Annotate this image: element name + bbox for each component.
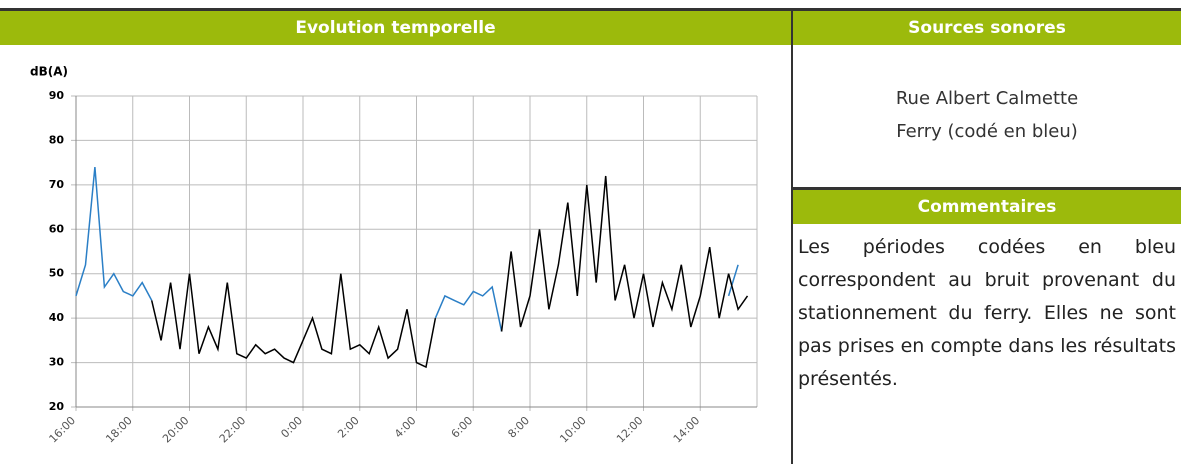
y-tick-label: 50 xyxy=(49,267,65,280)
y-tick-label: 30 xyxy=(49,356,65,369)
y-tick-label: 20 xyxy=(49,400,65,413)
x-tick-label: 6:00 xyxy=(449,414,476,441)
y-tick-label: 40 xyxy=(49,311,65,324)
y-tick-label: 80 xyxy=(49,133,65,146)
chart-header: Evolution temporelle xyxy=(0,8,791,45)
x-tick-label: 22:00 xyxy=(217,414,249,446)
sources-header: Sources sonores xyxy=(793,8,1181,45)
x-tick-label: 2:00 xyxy=(335,414,362,441)
x-tick-label: 4:00 xyxy=(392,414,419,441)
y-tick-label: 90 xyxy=(49,89,65,102)
y-axis-label: dB(A) xyxy=(30,65,68,79)
x-tick-label: 12:00 xyxy=(614,414,646,446)
comments-header: Commentaires xyxy=(793,187,1181,224)
y-tick-label: 60 xyxy=(49,222,65,235)
divider xyxy=(791,8,793,464)
chart: dB(A) 20 30 40 50 60 70 80 90 16:00 18:00 20:00 22:… xyxy=(30,65,758,446)
x-tick-label: 20:00 xyxy=(160,414,192,446)
y-tick-label: 70 xyxy=(49,178,65,191)
x-tick-label: 10:00 xyxy=(557,414,589,446)
x-tick-label: 18:00 xyxy=(103,414,135,446)
x-tick-label: 0:00 xyxy=(278,414,305,441)
comments-text: Les périodes codées en bleu corresponden… xyxy=(798,236,1176,390)
series-line xyxy=(150,175,749,369)
x-tick-label: 8:00 xyxy=(505,414,532,441)
series-line xyxy=(75,167,739,332)
source-line: Ferry (codé en bleu) xyxy=(896,121,1078,142)
x-tick-label: 14:00 xyxy=(671,414,703,446)
source-line: Rue Albert Calmette xyxy=(895,88,1079,109)
x-tick-label: 16:00 xyxy=(47,414,79,446)
